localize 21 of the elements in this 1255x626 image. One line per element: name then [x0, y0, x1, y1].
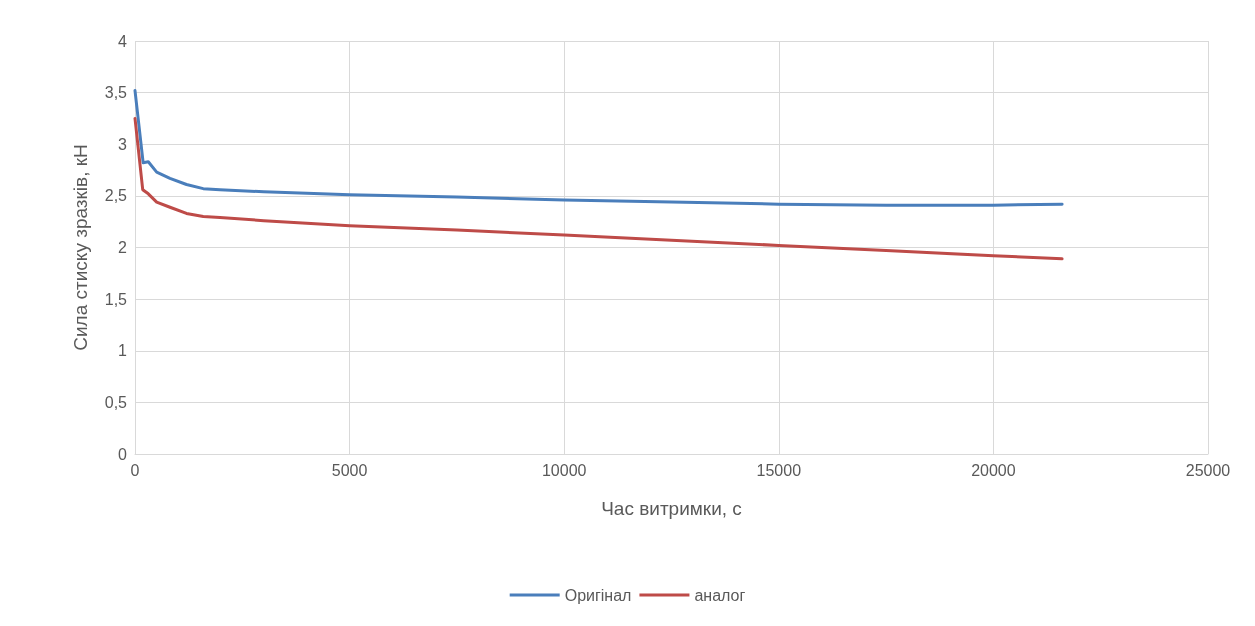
- y-tick-label: 1,5: [104, 290, 128, 308]
- y-tick-label: 3: [118, 135, 128, 153]
- x-tick-label: 20000: [971, 461, 1016, 479]
- x-tick-label: 10000: [541, 461, 587, 479]
- legend-label: аналог: [694, 586, 746, 604]
- line-series: [133, 89, 1064, 207]
- y-tick-label: 0,5: [104, 393, 128, 411]
- x-axis-title: Час витримки, с: [601, 498, 742, 519]
- y-tick-label: 1: [118, 342, 128, 360]
- y-tick-label: 2: [118, 239, 128, 256]
- x-tick-label: 15000: [756, 461, 802, 479]
- x-tick-label: 5000: [331, 461, 368, 479]
- y-tick-label: 0: [118, 445, 128, 463]
- line-series: [133, 116, 1064, 261]
- legend-label: Оригінал: [564, 586, 632, 604]
- y-tick-label: 3,5: [104, 84, 128, 102]
- x-tick-label: 0: [130, 461, 140, 479]
- y-tick-label: 2,5: [104, 187, 128, 205]
- y-axis-title: Сила стиску зразків, кН: [70, 144, 91, 351]
- y-tick-label: 4: [118, 32, 128, 50]
- x-tick-label: 25000: [1185, 461, 1231, 479]
